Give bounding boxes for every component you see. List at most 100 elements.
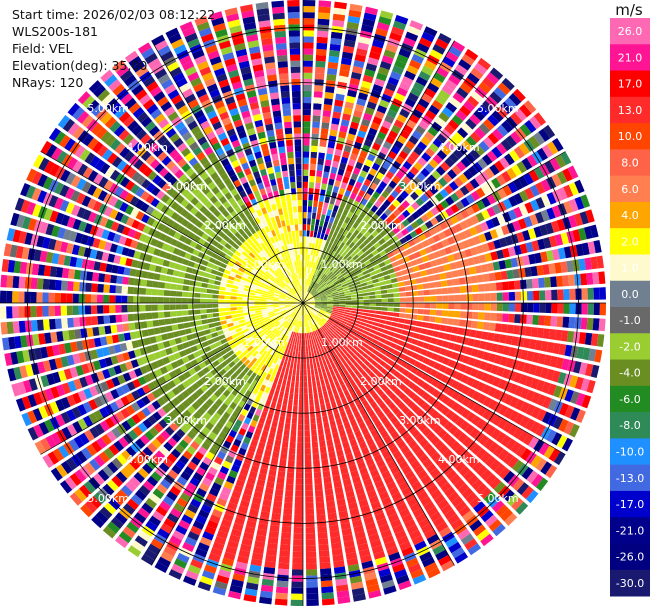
ppi-gate <box>184 272 192 280</box>
ppi-gate <box>320 297 327 300</box>
ppi-gate <box>464 346 473 356</box>
ppi-gate <box>486 72 500 85</box>
ppi-gate <box>458 231 467 241</box>
ppi-gate <box>103 305 110 314</box>
ppi-gate <box>350 291 357 295</box>
ppi-gate <box>448 225 458 235</box>
ppi-gate <box>234 517 245 526</box>
ppi-gate <box>508 347 517 358</box>
ppi-gate <box>408 475 419 486</box>
ppi-gate <box>432 234 441 243</box>
ppi-gate <box>210 547 223 557</box>
ppi-gate <box>306 357 310 364</box>
ppi-gate <box>299 387 303 394</box>
ppi-gate <box>304 472 313 479</box>
ppi-gate <box>478 233 487 243</box>
ppi-gate <box>190 456 201 466</box>
ppi-gate <box>342 534 354 542</box>
ppi-gate <box>486 374 496 385</box>
ppi-gate <box>215 275 223 282</box>
ppi-gate <box>335 272 342 278</box>
ppi-gate <box>315 374 320 381</box>
ppi-gate <box>401 465 412 476</box>
ppi-gate <box>296 454 303 461</box>
ppi-gate <box>243 382 251 390</box>
ppi-gate <box>267 347 274 354</box>
ppi-gate <box>403 386 412 396</box>
ppi-gate <box>155 505 168 517</box>
ppi-gate <box>338 510 349 519</box>
ppi-gate <box>258 348 265 355</box>
ppi-gate <box>404 70 416 81</box>
ppi-gate <box>393 470 403 481</box>
ppi-gate <box>316 416 322 424</box>
ppi-gate <box>312 386 318 394</box>
ppi-gate <box>212 299 219 303</box>
ppi-gate <box>533 303 540 313</box>
ppi-gate <box>203 564 217 574</box>
ppi-gate <box>259 384 267 392</box>
ppi-gate <box>230 528 242 538</box>
ppi-gate <box>394 14 409 25</box>
ppi-gate <box>322 316 329 321</box>
ppi-gate <box>337 312 344 316</box>
ppi-gate <box>127 286 135 295</box>
ppi-gate <box>206 493 217 503</box>
ppi-gate <box>351 325 359 330</box>
ppi-gate <box>345 427 353 436</box>
ppi-gate <box>532 290 540 301</box>
ppi-gate <box>297 314 300 321</box>
ppi-gate <box>246 411 254 420</box>
ppi-gate <box>362 312 369 317</box>
ppi-gate <box>320 452 328 460</box>
ppi-gate <box>358 441 368 450</box>
ppi-gate <box>227 590 242 600</box>
ppi-gate <box>372 116 383 125</box>
ppi-gate <box>359 235 367 243</box>
ppi-gate <box>564 344 573 357</box>
ppi-gate <box>513 206 523 219</box>
ppi-gate <box>264 359 270 366</box>
ppi-gate <box>308 298 315 301</box>
ppi-gate <box>349 3 363 12</box>
ppi-gate <box>288 398 293 406</box>
ppi-gate <box>313 465 321 473</box>
ppi-gate <box>200 288 208 293</box>
ppi-gate <box>344 546 356 554</box>
ppi-gate <box>358 324 366 330</box>
ppi-gate <box>216 530 229 540</box>
ppi-gate <box>365 276 372 282</box>
ppi-gate <box>327 249 333 256</box>
ppi-gate <box>401 405 411 415</box>
ppi-gate <box>328 376 334 384</box>
ppi-gate <box>326 184 334 192</box>
ppi-gate <box>248 470 258 479</box>
ppi-gate <box>232 317 239 322</box>
ppi-gate <box>127 304 134 313</box>
ppi-gate <box>511 497 524 511</box>
ppi-gate <box>199 298 207 303</box>
ppi-gate <box>278 464 286 472</box>
ppi-gate <box>448 295 455 302</box>
ppi-gate <box>261 578 274 587</box>
ppi-gate <box>320 308 327 312</box>
ppi-gate <box>230 300 237 303</box>
ppi-gate <box>152 319 160 327</box>
ppi-gate <box>502 345 511 356</box>
ppi-gate <box>236 300 243 303</box>
ppi-gate <box>389 326 397 332</box>
ppi-gate <box>72 293 79 303</box>
ppi-gate <box>304 260 307 267</box>
ppi-gate <box>551 205 562 218</box>
ppi-gate <box>266 299 273 302</box>
ppi-gate <box>327 389 333 397</box>
ppi-gate <box>208 322 216 329</box>
ppi-gate <box>224 291 232 296</box>
ppi-gate <box>428 142 440 153</box>
ppi-gate <box>66 293 73 303</box>
ppi-gate <box>430 337 438 345</box>
ppi-gate <box>352 237 360 244</box>
ppi-gate <box>42 278 50 290</box>
ppi-gate <box>381 294 388 298</box>
ppi-gate <box>552 137 564 152</box>
